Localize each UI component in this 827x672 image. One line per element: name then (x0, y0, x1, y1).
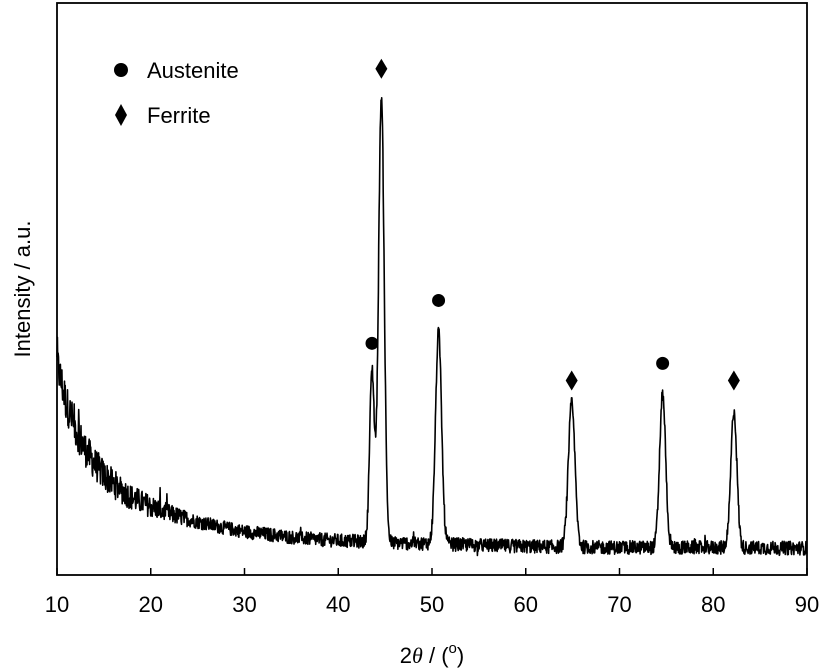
austenite-peak-marker (432, 293, 446, 307)
plot-area (56, 58, 808, 557)
austenite-peak-marker (656, 356, 670, 370)
legend-item-austenite: Austenite (114, 58, 239, 83)
x-tick-label: 70 (607, 592, 631, 617)
x-tick-label: 50 (420, 592, 444, 617)
x-tick-label: 90 (795, 592, 819, 617)
austenite-peak-marker (365, 336, 379, 350)
legend-diamond-marker (115, 104, 127, 126)
x-tick-label: 40 (326, 592, 350, 617)
y-axis-title: Intensity / a.u. (10, 221, 35, 358)
x-tick-label: 60 (514, 592, 538, 617)
x-tick-label: 80 (701, 592, 725, 617)
x-tick-label: 20 (139, 592, 163, 617)
x-axis-title-middle: / ( (423, 643, 449, 668)
series-line-0 (56, 97, 808, 557)
x-axis-title-theta: θ (412, 643, 423, 668)
legend-item-ferrite: Ferrite (115, 103, 211, 128)
ferrite-peak-marker (727, 370, 740, 391)
ferrite-peak-marker (375, 58, 388, 79)
legend-label-austenite: Austenite (147, 58, 239, 83)
x-axis: 10 20 30 40 50 60 70 80 90 (45, 568, 819, 617)
x-tick-label: 10 (45, 592, 69, 617)
x-axis-title: 2θ / (o) (400, 640, 464, 668)
legend-circle-marker (114, 63, 128, 77)
plot-frame (56, 2, 808, 576)
legend-label-ferrite: Ferrite (147, 103, 211, 128)
ferrite-peak-marker (565, 370, 578, 391)
x-tick-label: 30 (232, 592, 256, 617)
x-axis-title-degree: o (449, 640, 457, 657)
legend: Austenite Ferrite (114, 58, 239, 128)
x-axis-title-prefix: 2 (400, 643, 412, 668)
x-axis-title-suffix: ) (457, 643, 464, 668)
